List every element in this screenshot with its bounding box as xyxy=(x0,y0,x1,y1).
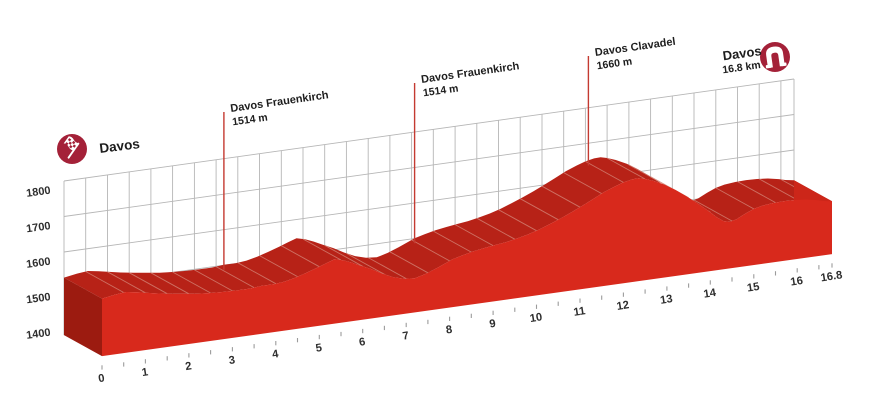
x-axis: 0 1 2 3 4 5 6 7 8 9 10 11 12 13 14 15 16 16.8 xyxy=(98,263,843,385)
finish-label: Davos xyxy=(722,43,763,63)
surface-depth-line xyxy=(476,217,516,240)
x-axis-label: 14 xyxy=(703,287,718,301)
x-axis-label: 9 xyxy=(489,318,497,331)
x-axis-label: 13 xyxy=(659,293,673,307)
surface-depth-line xyxy=(150,272,190,295)
flag-check xyxy=(72,140,76,145)
finish-distance-label: 16.8 km xyxy=(722,59,762,76)
x-axis-label: 16 xyxy=(790,275,804,289)
start-flag-icon xyxy=(63,136,80,159)
surface-depth-line xyxy=(172,271,211,294)
surface-depth-line xyxy=(411,239,450,262)
profile-top-surface xyxy=(64,157,832,299)
finish-arch-shape xyxy=(766,46,785,69)
surface-depth-line xyxy=(128,272,168,295)
finish-arch-foot-left xyxy=(765,64,772,69)
surface-depth-line xyxy=(758,178,798,201)
surface-depth-line xyxy=(585,161,624,183)
surface-depth-line xyxy=(693,199,733,222)
y-axis-label: 1600 xyxy=(26,256,52,271)
surface-depth-line xyxy=(737,181,776,203)
x-axis-label: 10 xyxy=(529,311,543,325)
x-axis-label: 12 xyxy=(616,299,630,313)
profile-left-face xyxy=(64,277,102,357)
waypoint-name-label: Davos Clavadel xyxy=(594,36,676,59)
surface-depth-line xyxy=(107,271,146,294)
waypoint-name-label: Davos Frauenkirch xyxy=(230,89,330,115)
flag-check xyxy=(72,144,76,148)
surface-depth-line xyxy=(194,269,233,292)
waypoint-elevation-label: 1514 m xyxy=(422,82,459,99)
flag-check xyxy=(67,138,72,142)
surface-depth-line xyxy=(563,172,602,194)
x-axis-label: 16.8 xyxy=(820,269,843,284)
x-axis-label: 7 xyxy=(402,330,410,343)
y-axis-label: 1500 xyxy=(26,291,52,306)
x-axis-label: 1 xyxy=(141,366,149,379)
surface-depth-line xyxy=(346,252,385,275)
flag-check xyxy=(69,145,73,149)
y-axis: 1400 1500 1600 1700 1800 xyxy=(26,185,52,342)
waypoint-name-label: Davos Frauenkirch xyxy=(420,60,520,86)
surface-depth-line xyxy=(324,244,363,267)
surface-depth-line xyxy=(367,257,407,279)
surface-depth-line xyxy=(259,255,298,277)
y-axis-label: 1800 xyxy=(26,185,52,200)
surface-depth-line xyxy=(541,185,581,208)
waypoint-elevation-label: 1514 m xyxy=(232,111,269,128)
profile-front-face xyxy=(102,178,832,357)
x-axis-label: 2 xyxy=(184,360,192,373)
flag-check xyxy=(65,142,69,146)
flag-check xyxy=(68,141,72,145)
surface-depth-line xyxy=(519,198,559,221)
finish-arch-icon xyxy=(765,46,787,69)
x-axis-label: 15 xyxy=(746,281,760,295)
surface-depth-line xyxy=(215,266,255,288)
surface-depth-line xyxy=(606,157,646,180)
surface-depth-line xyxy=(389,251,429,274)
surface-depth-line xyxy=(715,187,755,210)
x-axis-label: 11 xyxy=(573,305,587,319)
start-badge: Davos xyxy=(57,134,141,164)
x-axis-label: 3 xyxy=(228,354,236,367)
finish-arch-foot-right xyxy=(781,62,787,67)
surface-depth-line xyxy=(498,209,537,232)
surface-depth-line xyxy=(302,238,342,261)
y-axis-label: 1700 xyxy=(26,220,52,235)
surface-depth-line xyxy=(454,224,494,246)
surface-depth-line xyxy=(281,245,320,268)
x-axis-label: 8 xyxy=(445,324,453,337)
waypoint-elevation-label: 1660 m xyxy=(596,55,633,72)
surface-depth-line xyxy=(433,230,472,253)
x-axis-label: 4 xyxy=(271,348,280,361)
x-axis-label: 5 xyxy=(315,342,323,355)
y-axis-label: 1400 xyxy=(26,327,52,342)
x-axis-label: 0 xyxy=(98,372,106,385)
surface-depth-line xyxy=(237,262,277,285)
x-axis-label: 6 xyxy=(358,336,366,349)
surface-depth-line xyxy=(85,271,124,293)
start-label: Davos xyxy=(99,136,141,156)
